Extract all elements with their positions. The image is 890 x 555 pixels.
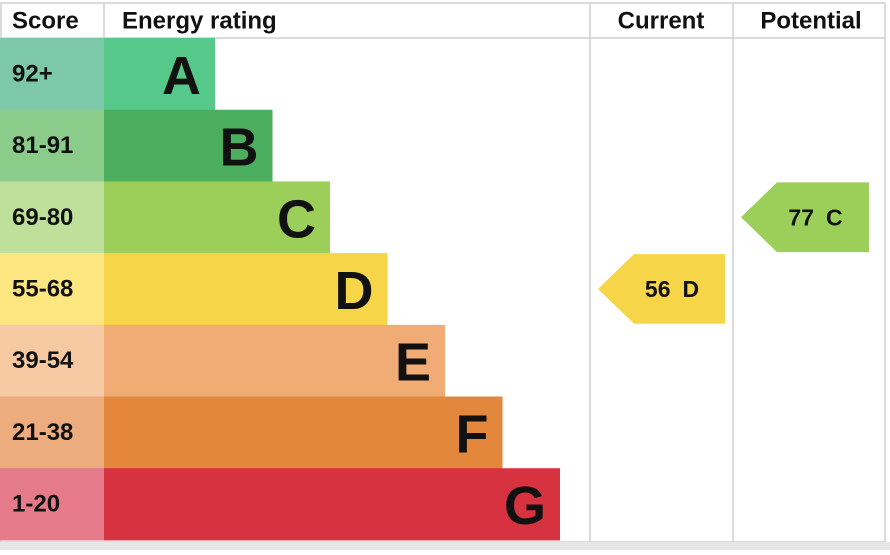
score-range: 92+ bbox=[12, 60, 53, 87]
rating-bar bbox=[104, 253, 388, 326]
rating-letter: G bbox=[504, 476, 546, 536]
rating-bar bbox=[104, 468, 560, 541]
score-range: 21-38 bbox=[12, 419, 73, 446]
rating-bar bbox=[104, 38, 215, 111]
rating-letter: E bbox=[395, 333, 431, 393]
score-range: 39-54 bbox=[12, 347, 74, 374]
potential-value: 77 bbox=[788, 204, 814, 230]
score-cell bbox=[0, 109, 104, 182]
score-range: 81-91 bbox=[12, 132, 73, 159]
rating-letter: C bbox=[277, 189, 316, 249]
rating-bar bbox=[104, 181, 330, 254]
score-cell bbox=[0, 38, 104, 111]
score-range: 55-68 bbox=[12, 275, 73, 302]
header-rating: Energy rating bbox=[122, 8, 277, 35]
potential-letter: C bbox=[826, 204, 843, 230]
rating-bar bbox=[104, 109, 273, 182]
header-potential: Potential bbox=[760, 8, 861, 35]
bottom-strip bbox=[0, 542, 890, 550]
rating-letter: F bbox=[456, 404, 489, 464]
score-cell bbox=[0, 468, 104, 541]
score-cell bbox=[0, 324, 104, 397]
rating-letter: A bbox=[162, 46, 201, 106]
score-cell bbox=[0, 253, 104, 326]
score-range: 1-20 bbox=[12, 491, 60, 518]
score-cell bbox=[0, 181, 104, 254]
score-cell bbox=[0, 396, 104, 469]
potential-arrow bbox=[741, 182, 869, 253]
rating-bar bbox=[104, 324, 445, 397]
current-arrow bbox=[598, 254, 725, 324]
rating-letter: B bbox=[220, 118, 259, 178]
rating-letter: D bbox=[335, 261, 374, 321]
current-value: 56 bbox=[645, 276, 671, 302]
score-range: 69-80 bbox=[12, 204, 73, 231]
header-score: Score bbox=[12, 8, 79, 35]
header-current: Current bbox=[618, 8, 705, 35]
rating-bar bbox=[104, 396, 503, 469]
current-letter: D bbox=[683, 276, 700, 302]
